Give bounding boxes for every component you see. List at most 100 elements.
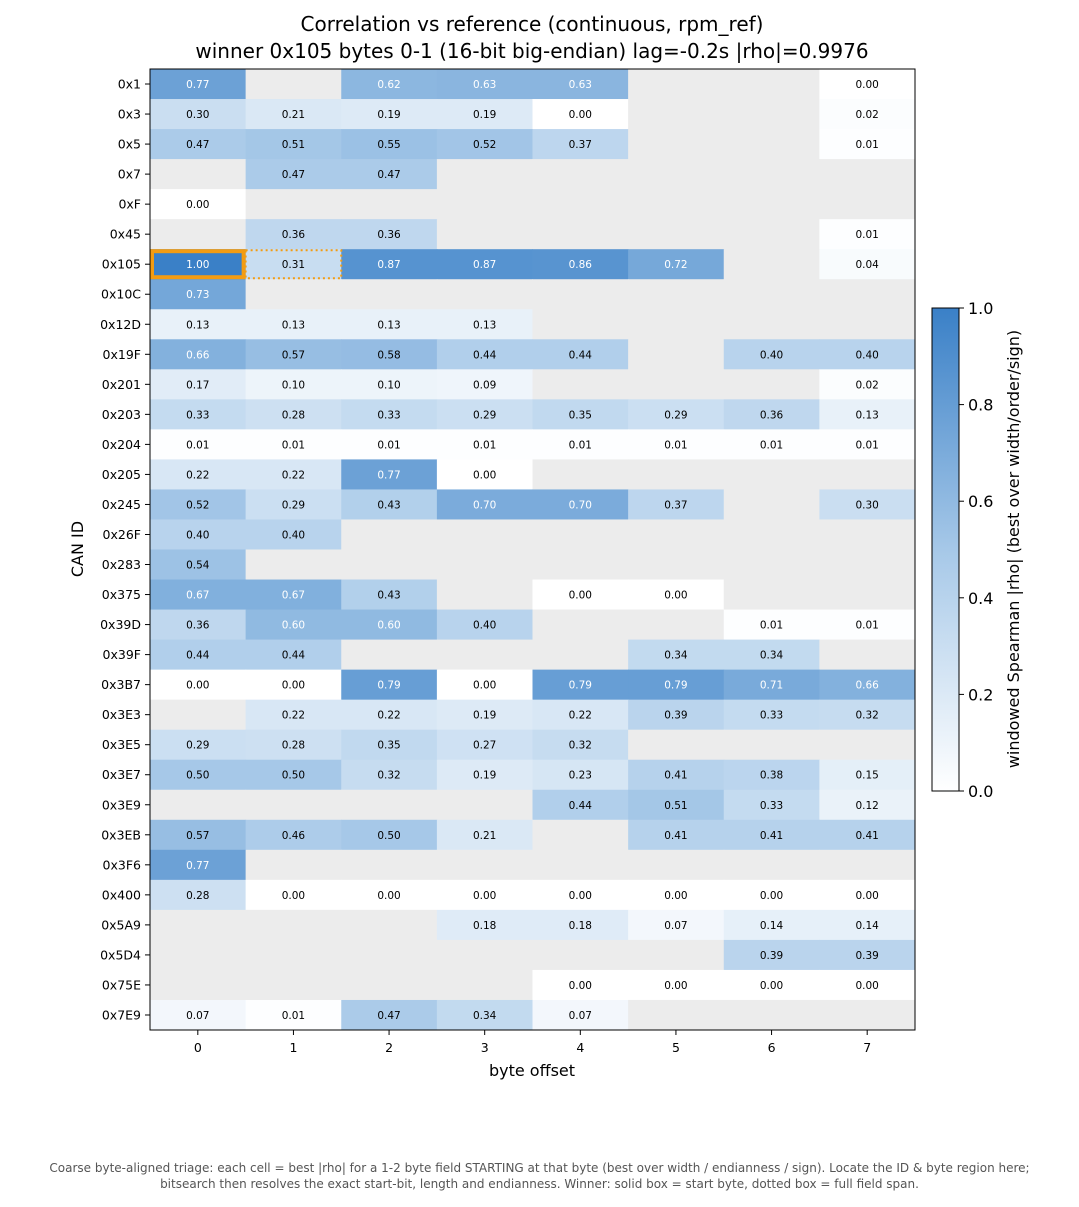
- cell-0x3E9-byte-3: [436, 789, 533, 821]
- cell-0x19F-byte-5: [628, 339, 725, 370]
- cell-0xF-byte-7: [819, 189, 916, 220]
- cell-value-label: 0.36: [760, 409, 784, 421]
- cell-0x400-byte-2: [341, 879, 438, 911]
- cell-0x19F-byte-6: [723, 339, 820, 370]
- cell-0x5D4-byte-5: [628, 939, 725, 971]
- heatmap-figure: Correlation vs reference (continuous, rp…: [68, 12, 1023, 1080]
- cell-value-label: 0.33: [760, 710, 783, 722]
- cell-0x3EB-byte-0: [150, 819, 247, 851]
- cell-value-label: 0.77: [186, 79, 209, 91]
- cell-0x5-byte-1: [245, 129, 342, 160]
- cell-value-label: 0.67: [186, 590, 209, 602]
- cell-0x39F-byte-5: [628, 639, 725, 671]
- cell-0x105-byte-0: [150, 249, 247, 280]
- cell-0x39D-byte-5: [628, 609, 725, 641]
- cell-value-label: 0.00: [282, 890, 305, 902]
- cell-0x283-byte-0: [150, 549, 247, 581]
- cell-0x201-byte-1: [245, 369, 342, 400]
- cell-0x10C-byte-2: [341, 279, 438, 310]
- cell-0x245-byte-7: [819, 489, 916, 520]
- cell-value-label: 0.40: [186, 529, 209, 541]
- cell-value-label: 0.47: [377, 1010, 400, 1022]
- cell-0x3B7-byte-2: [341, 669, 438, 701]
- cell-0x5-byte-5: [628, 129, 725, 160]
- cell-value-label: 0.41: [664, 830, 687, 842]
- y-tick-label: 0x283: [102, 557, 141, 572]
- y-tick-label: 0x205: [102, 467, 141, 482]
- cell-0x5-byte-0: [150, 129, 247, 160]
- cell-value-label: 0.00: [282, 680, 305, 692]
- cell-0x3B7-byte-1: [245, 669, 342, 701]
- cell-value-label: 0.22: [282, 469, 305, 481]
- cell-0x3E9-byte-7: [819, 789, 916, 821]
- cell-0x375-byte-3: [436, 579, 533, 611]
- cell-value-label: 0.00: [664, 890, 687, 902]
- cell-0x3B7-byte-0: [150, 669, 247, 701]
- cell-0x39D-byte-3: [436, 609, 533, 641]
- cell-0x75E-byte-5: [628, 969, 725, 1001]
- cell-0x3E5-byte-1: [245, 729, 342, 761]
- cell-0x7-byte-4: [532, 159, 629, 190]
- cell-0x26F-byte-3: [436, 519, 533, 550]
- cell-0x203-byte-5: [628, 399, 725, 430]
- cell-0x5A9-byte-6: [723, 909, 820, 941]
- cell-0x5-byte-2: [341, 129, 438, 160]
- cell-value-label: 0.52: [473, 139, 496, 151]
- y-tick-label: 0x3F6: [103, 857, 141, 872]
- cell-0x205-byte-1: [245, 459, 342, 490]
- cell-value-label: 0.29: [186, 740, 209, 752]
- cell-0x75E-byte-7: [819, 969, 916, 1001]
- cell-0x105-byte-5: [628, 249, 725, 280]
- y-tick-label: 0x10C: [101, 287, 141, 302]
- cell-0x283-byte-6: [723, 549, 820, 581]
- cell-value-label: 0.04: [855, 259, 879, 271]
- cell-0x204-byte-3: [436, 429, 533, 460]
- cell-value-label: 0.46: [282, 830, 306, 842]
- caption-line-2: bitsearch then resolves the exact start-…: [160, 1177, 919, 1191]
- cell-0x204-byte-2: [341, 429, 438, 460]
- cell-value-label: 0.86: [569, 259, 593, 271]
- cell-0x204-byte-1: [245, 429, 342, 460]
- cell-value-label: 0.00: [473, 469, 496, 481]
- y-tick-label: 0x5D4: [100, 947, 141, 962]
- y-tick-label: 0x400: [102, 887, 141, 902]
- cell-0x10C-byte-3: [436, 279, 533, 310]
- y-tick-label: 0x3EB: [101, 827, 141, 842]
- heatmap-cells: [150, 69, 916, 1031]
- cell-0x204-byte-7: [819, 429, 916, 460]
- cell-value-label: 0.87: [377, 259, 400, 271]
- cell-0x3E3-byte-3: [436, 699, 533, 731]
- cell-value-label: 0.32: [855, 710, 878, 722]
- cell-0x3EB-byte-1: [245, 819, 342, 851]
- cell-0x3EB-byte-6: [723, 819, 820, 851]
- cell-0x3B7-byte-7: [819, 669, 916, 701]
- colorbar-label: windowed Spearman |rho| (best over width…: [1004, 330, 1023, 768]
- y-tick-label: 0x45: [110, 227, 141, 242]
- cell-0xF-byte-5: [628, 189, 725, 220]
- cell-0xF-byte-1: [245, 189, 342, 220]
- cell-0x45-byte-4: [532, 219, 629, 250]
- x-tick-label: 7: [863, 1040, 871, 1055]
- x-axis-label: byte offset: [489, 1061, 575, 1080]
- cell-0x3F6-byte-5: [628, 849, 725, 881]
- cell-0x7E9-byte-4: [532, 999, 629, 1031]
- chart-subtitle: winner 0x105 bytes 0-1 (16-bit big-endia…: [195, 39, 868, 63]
- cell-0x39F-byte-2: [341, 639, 438, 671]
- cell-value-label: 0.40: [282, 529, 305, 541]
- cell-value-label: 0.41: [855, 830, 878, 842]
- chart-title: Correlation vs reference (continuous, rp…: [301, 12, 764, 36]
- cell-0x10C-byte-1: [245, 279, 342, 310]
- cell-value-label: 0.00: [377, 890, 400, 902]
- cell-0xF-byte-3: [436, 189, 533, 220]
- cell-value-label: 0.35: [569, 409, 592, 421]
- cell-value-label: 0.01: [186, 439, 209, 451]
- cell-value-label: 0.52: [186, 499, 209, 511]
- y-tick-label: 0x204: [102, 437, 141, 452]
- y-tick-label: 0x203: [102, 407, 141, 422]
- cell-0x3E9-byte-6: [723, 789, 820, 821]
- cell-0x375-byte-5: [628, 579, 725, 611]
- cell-0x3E7-byte-2: [341, 759, 438, 791]
- cell-value-label: 0.01: [569, 439, 592, 451]
- cell-value-label: 0.66: [186, 349, 210, 361]
- cell-0x19F-byte-1: [245, 339, 342, 370]
